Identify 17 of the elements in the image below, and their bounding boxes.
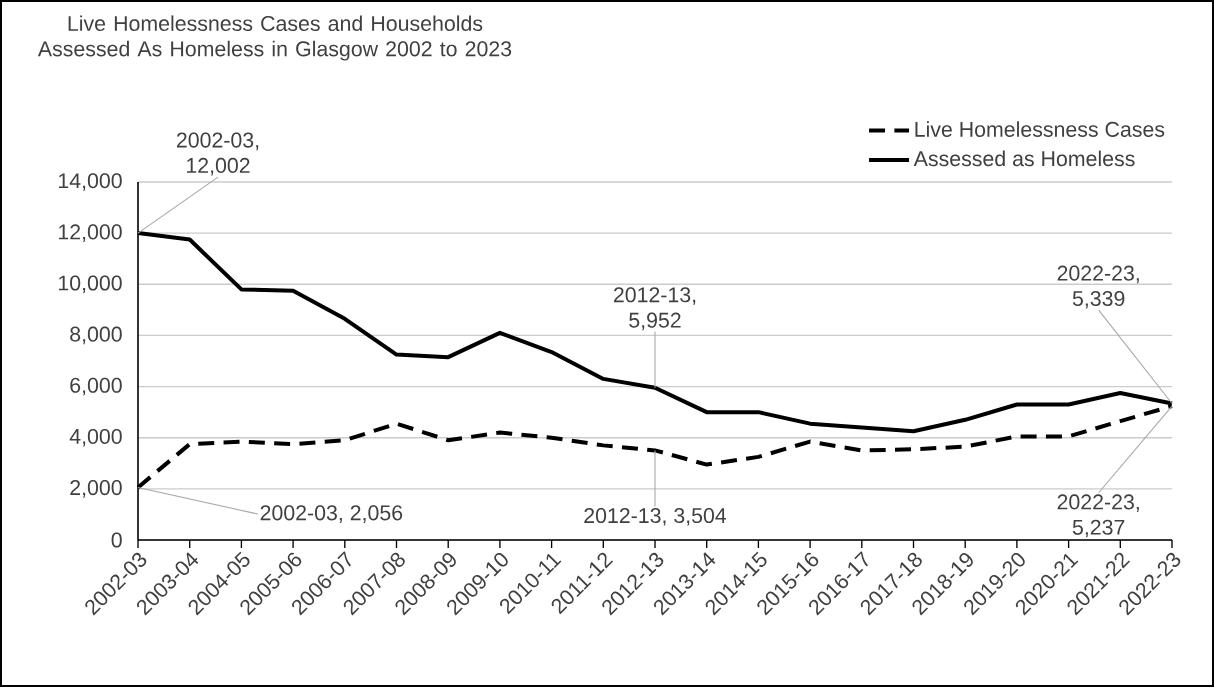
annotation: 2022-23, 5,339 (1057, 265, 1139, 309)
y-tick-label: 0 (111, 532, 122, 548)
legend-label: Assessed as Homeless (913, 150, 1135, 167)
y-tick-label: 12,000 (59, 224, 122, 242)
y-tick-label: 4,000 (69, 428, 122, 447)
annotation: 2002-03, 12,002 (176, 132, 259, 176)
chart-title: Live Homelessness Cases and Households Assessed As Homeless in Glasgow 2002 to 2023 (37, 15, 512, 61)
y-tick-label: 10,000 (59, 275, 122, 294)
y-tick-label: 8,000 (70, 326, 122, 345)
y-tick-label: 14,000 (59, 173, 122, 191)
annotation: 2002-03, 2,056 (260, 505, 403, 523)
annotation: 2012-13, 3,504 (584, 508, 727, 526)
annotation: 2012-13, 5,952 (613, 287, 696, 331)
legend-label: Live Homelessness Cases (915, 121, 1165, 137)
y-tick-label: 6,000 (70, 377, 122, 396)
annotation: 2022-23, 5,237 (1057, 494, 1139, 538)
y-tick-label: 2,000 (70, 480, 122, 498)
